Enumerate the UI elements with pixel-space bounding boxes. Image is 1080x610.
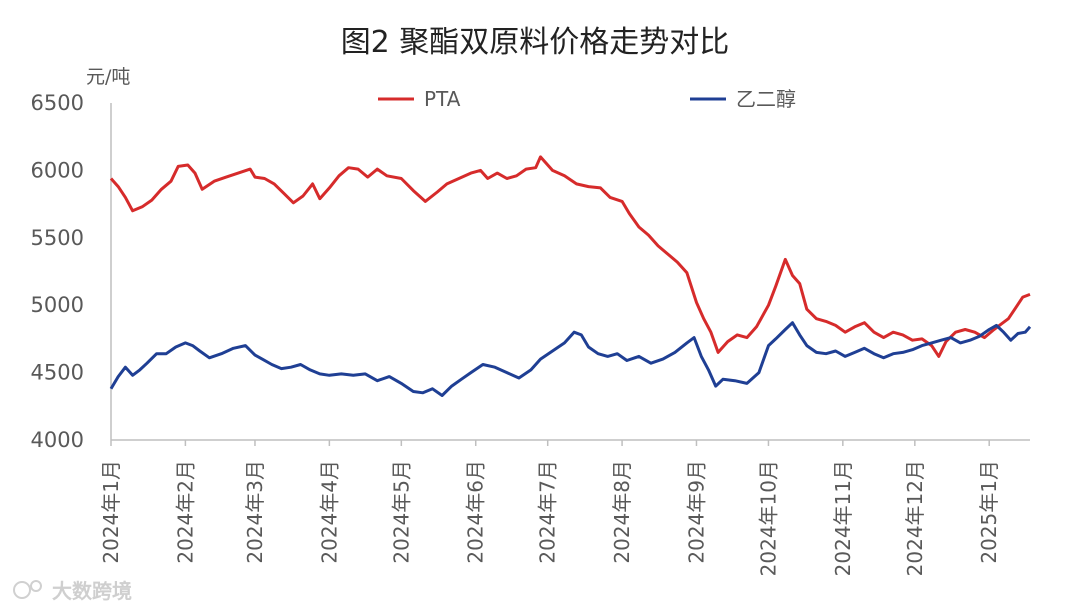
chart-title: 图2 聚酯双原料价格走势对比 [341,25,730,60]
x-tick-label: 2024年7月 [536,460,560,564]
watermark-logo-icon [13,581,31,599]
y-tick-label: 6000 [31,158,84,182]
legend-label-pta: PTA [424,87,461,111]
x-axis-ticks: 2024年1月 2024年2月 2024年3月 2024年4月 2024年5月 2024年… [99,440,1001,576]
y-tick-label: 4500 [31,361,84,385]
series-lines [109,155,1032,397]
x-tick-label: 2024年3月 [243,460,267,564]
series-line-pta [109,155,1031,358]
watermark-text: 大数跨境 [52,579,132,603]
y-axis-ticks: 4000 4500 5000 5500 6000 6500 [31,91,84,452]
watermark-logo-dot-icon [30,580,42,592]
watermark: 大数跨境 [13,579,132,603]
series-line-meg [109,321,1032,397]
y-tick-label: 6500 [31,91,84,115]
x-tick-label: 2024年11月 [831,460,855,576]
x-tick-label: 2024年10月 [756,460,780,576]
x-tick-label: 2024年5月 [389,460,413,564]
y-tick-label: 4000 [31,428,84,452]
x-tick-label: 2024年9月 [684,460,708,564]
y-tick-label: 5500 [31,226,84,250]
x-tick-label: 2024年1月 [99,460,123,564]
x-tick-label: 2024年8月 [610,460,634,564]
x-tick-label: 2024年12月 [903,460,927,576]
legend-label-meg: 乙二醇 [736,87,796,111]
x-tick-label: 2024年4月 [317,460,341,564]
x-tick-label: 2025年1月 [977,460,1001,564]
y-tick-label: 5000 [31,293,84,317]
y-axis-unit: 元/吨 [86,66,130,88]
x-tick-label: 2024年2月 [173,460,197,564]
legend: PTA 乙二醇 [378,87,796,111]
x-tick-label: 2024年6月 [464,460,488,564]
